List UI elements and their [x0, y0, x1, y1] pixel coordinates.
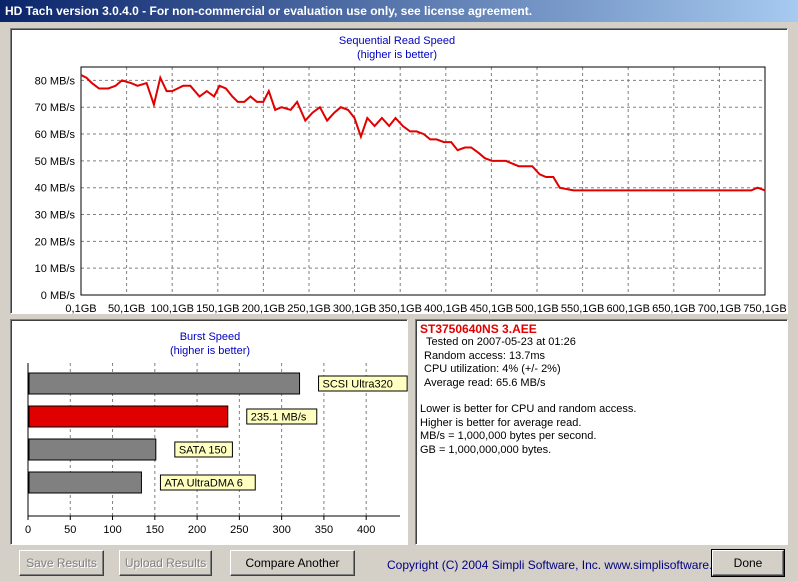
save-results-button[interactable]: Save Results: [19, 550, 104, 576]
cpu-utilization: CPU utilization: 4% (+/- 2%): [424, 363, 561, 375]
burst-x-tick-label: 300: [272, 524, 290, 536]
seq-x-tick-label: 350,1GB: [378, 303, 421, 315]
burst-bar-label: 235.1 MB/s: [251, 412, 307, 424]
average-read: Average read: 65.6 MB/s: [424, 376, 546, 389]
done-button[interactable]: Done: [711, 549, 785, 577]
seq-y-tick-label: 10 MB/s: [35, 263, 76, 275]
seq-x-tick-label: 150,1GB: [196, 303, 239, 315]
copyright-text: Copyright (C) 2004 Simpli Software, Inc.…: [387, 558, 736, 572]
burst-bar: [28, 471, 142, 494]
burst-bar-label-box: [246, 408, 318, 425]
burst-bar-label: SATA 150: [179, 445, 227, 457]
results-info: ST3750640NS 3.AEE Tested on 2007-05-23 a…: [420, 322, 780, 457]
seq-x-tick-label: 250,1GB: [287, 303, 330, 315]
drive-name: ST3750640NS 3.AEE: [420, 322, 537, 336]
burst-bar-label-box: [318, 375, 408, 392]
seq-x-tick-label: 600,1GB: [606, 303, 649, 315]
seq-y-tick-label: 60 MB/s: [35, 129, 76, 141]
seq-x-tick-label: 300,1GB: [333, 303, 376, 315]
note-gb: GB = 1,000,000,000 bytes.: [420, 443, 552, 456]
burst-chart-subtitle: (higher is better): [170, 345, 250, 357]
burst-x-tick-label: 100: [103, 524, 121, 536]
note-mbs: MB/s = 1,000,000 bytes per second.: [420, 430, 597, 442]
burst-bar: [28, 405, 229, 428]
seq-y-tick-label: 20 MB/s: [35, 236, 76, 248]
seq-plot-area: [80, 66, 766, 296]
seq-x-tick-label: 450,1GB: [470, 303, 513, 315]
burst-x-tick-label: 250: [230, 524, 248, 536]
burst-speed-panel: [10, 319, 408, 545]
note-cpu: Lower is better for CPU and random acces…: [420, 403, 637, 415]
burst-bar: [28, 372, 301, 395]
random-access: Random access: 13.7ms: [424, 349, 546, 362]
seq-x-tick-label: 100,1GB: [150, 303, 193, 315]
burst-x-tick-label: 0: [25, 524, 31, 536]
burst-x-tick-label: 400: [357, 524, 375, 536]
seq-chart-title: Sequential Read Speed: [339, 35, 455, 47]
burst-x-tick-label: 50: [64, 524, 76, 536]
seq-x-tick-label: 550,1GB: [561, 303, 604, 315]
sequential-read-line: [80, 74, 766, 192]
burst-chart-title: Burst Speed: [180, 331, 241, 343]
burst-x-tick-label: 150: [146, 524, 164, 536]
seq-x-tick-label: 750,1GB: [743, 303, 786, 315]
burst-bar-label-box: [174, 441, 233, 458]
seq-x-tick-label: 700,1GB: [698, 303, 741, 315]
burst-x-tick-label: 200: [188, 524, 206, 536]
seq-x-tick-label: 650,1GB: [652, 303, 695, 315]
seq-x-tick-label: 400,1GB: [424, 303, 467, 315]
seq-x-tick-label: 200,1GB: [242, 303, 285, 315]
seq-y-tick-label: 50 MB/s: [35, 156, 76, 168]
seq-x-tick-label: 500,1GB: [515, 303, 558, 315]
results-info-panel: [415, 319, 788, 545]
compare-another-drive-button[interactable]: Compare Another Drive: [230, 550, 355, 581]
seq-y-tick-label: 40 MB/s: [35, 183, 76, 195]
seq-y-tick-label: 80 MB/s: [35, 75, 76, 87]
seq-x-tick-label: 50,1GB: [108, 303, 145, 315]
seq-y-tick-label: 0 MB/s: [41, 290, 76, 302]
burst-bar-label: ATA UltraDMA 6: [164, 478, 242, 490]
window-title: HD Tach version 3.0.4.0 - For non-commer…: [0, 0, 798, 22]
burst-bar-label-box: [159, 474, 256, 491]
seq-x-tick-label: 0,1GB: [65, 303, 96, 315]
note-average: Higher is better for average read.: [420, 416, 582, 429]
seq-y-tick-label: 70 MB/s: [35, 102, 76, 114]
burst-bar: [28, 438, 157, 461]
sequential-read-panel: [10, 28, 788, 314]
burst-bar-label: SCSI Ultra320: [323, 379, 393, 391]
seq-y-tick-label: 30 MB/s: [35, 210, 76, 222]
tested-date: Tested on 2007-05-23 at 01:26: [426, 336, 576, 348]
burst-x-tick-label: 350: [315, 524, 333, 536]
upload-results-button[interactable]: Upload Results: [119, 550, 212, 576]
seq-chart-subtitle: (higher is better): [357, 49, 437, 61]
